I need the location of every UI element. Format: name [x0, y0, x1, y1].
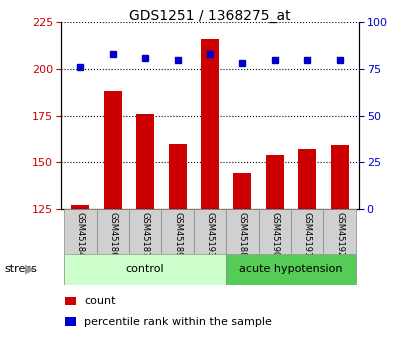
- Bar: [201, 39, 219, 209]
- Bar: [226, 254, 356, 285]
- Text: count: count: [84, 296, 116, 306]
- Text: GSM45188: GSM45188: [238, 212, 247, 258]
- Text: GSM45192: GSM45192: [335, 212, 344, 258]
- Bar: [298, 149, 316, 209]
- Text: GSM45193: GSM45193: [205, 212, 215, 258]
- Bar: [136, 114, 154, 209]
- Bar: [97, 209, 129, 254]
- Bar: [71, 205, 89, 209]
- Text: GSM45190: GSM45190: [270, 212, 279, 258]
- Text: GSM45187: GSM45187: [141, 212, 150, 258]
- Bar: [161, 209, 194, 254]
- Text: GSM45189: GSM45189: [173, 212, 182, 258]
- Bar: [226, 209, 259, 254]
- Text: GSM45191: GSM45191: [303, 212, 312, 258]
- Text: acute hypotension: acute hypotension: [239, 264, 343, 274]
- Bar: [129, 209, 161, 254]
- Text: GSM45186: GSM45186: [108, 212, 117, 258]
- Bar: [194, 209, 226, 254]
- Bar: [331, 145, 349, 209]
- Bar: [104, 91, 122, 209]
- Text: control: control: [126, 264, 165, 274]
- Bar: [64, 254, 226, 285]
- Bar: [259, 209, 291, 254]
- Text: percentile rank within the sample: percentile rank within the sample: [84, 317, 272, 327]
- Bar: [266, 155, 284, 209]
- Text: GDS1251 / 1368275_at: GDS1251 / 1368275_at: [129, 9, 291, 23]
- Bar: [64, 209, 97, 254]
- Bar: [323, 209, 356, 254]
- Text: GSM45184: GSM45184: [76, 212, 85, 258]
- Text: ▶: ▶: [26, 263, 35, 276]
- Bar: [291, 209, 323, 254]
- Bar: [234, 173, 251, 209]
- Bar: [169, 144, 186, 209]
- Text: stress: stress: [4, 264, 37, 274]
